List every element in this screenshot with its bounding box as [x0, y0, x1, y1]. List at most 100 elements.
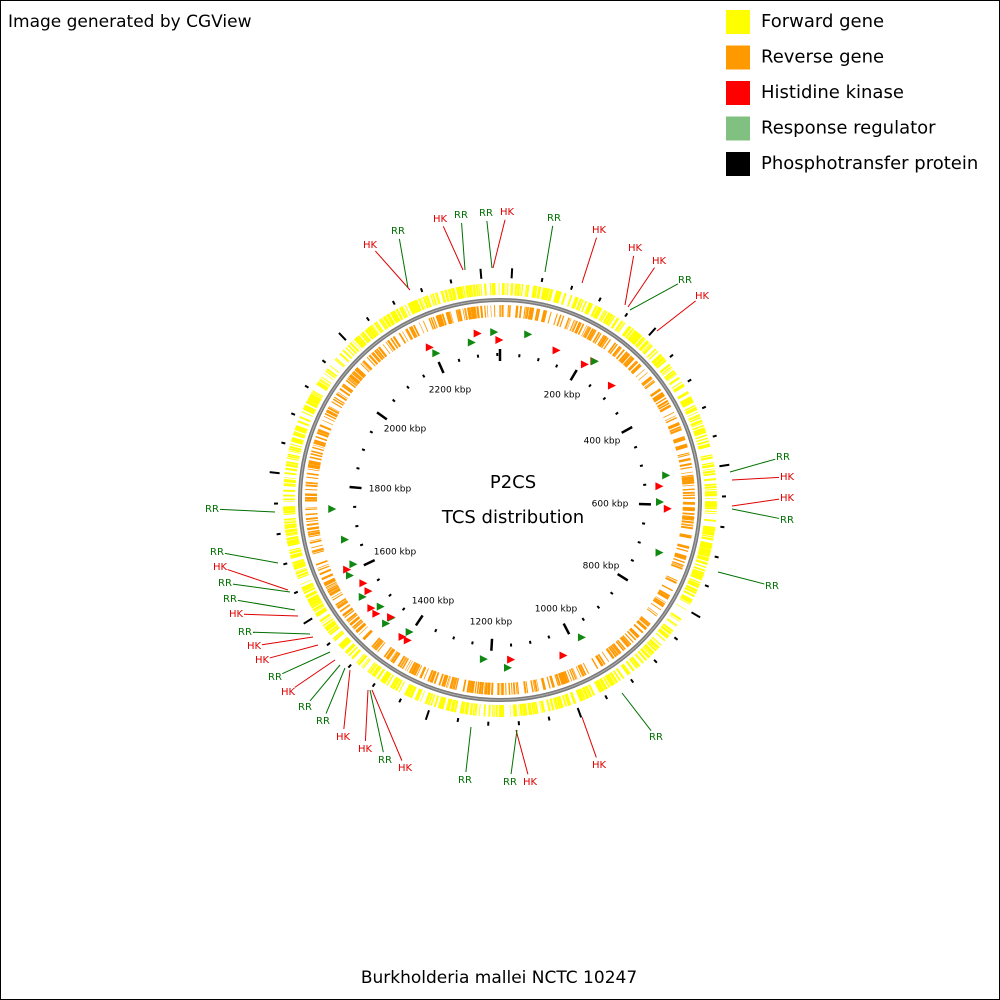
forward-gene: [286, 457, 299, 461]
forward-gene: [441, 697, 447, 710]
reverse-gene: [571, 320, 578, 333]
forward-gene: [381, 671, 389, 683]
scale-tick: [376, 411, 388, 421]
forward-gene: [674, 385, 685, 393]
forward-gene: [651, 637, 662, 646]
forward-gene: [368, 663, 377, 674]
reverse-gene: [470, 680, 474, 694]
reverse-gene: [633, 623, 644, 633]
label-leader: [510, 729, 518, 775]
reverse-gene: [377, 642, 386, 652]
feature-marker: [577, 633, 586, 642]
forward-gene: [651, 353, 662, 364]
reverse-gene: [658, 402, 670, 410]
forward-gene: [546, 699, 551, 712]
reverse-gene: [347, 378, 358, 387]
forward-gene: [431, 293, 438, 306]
forward-gene: [311, 601, 323, 609]
forward-gene: [351, 649, 361, 659]
forward-gene: [447, 289, 452, 302]
reverse-gene: [449, 311, 453, 324]
forward-gene: [685, 407, 697, 414]
reverse-gene: [681, 518, 695, 521]
forward-gene: [302, 585, 314, 591]
reverse-gene: [331, 591, 343, 599]
reverse-gene: [529, 307, 534, 320]
forward-gene: [284, 524, 297, 529]
reverse-gene: [307, 531, 320, 536]
forward-gene: [571, 296, 578, 309]
forward-gene: [682, 401, 694, 408]
forward-gene: [313, 605, 325, 613]
reverse-gene: [311, 450, 324, 455]
reverse-gene: [680, 466, 693, 470]
forward-gene: [695, 435, 708, 440]
forward-gene: [666, 618, 678, 627]
label-leader: [621, 692, 652, 731]
legend-swatch: [726, 45, 750, 70]
forward-gene: [587, 303, 594, 315]
reverse-gene: [671, 562, 684, 568]
reverse-gene: [327, 407, 339, 415]
reverse-gene: [433, 672, 440, 684]
forward-gene: [451, 699, 456, 712]
reverse-gene: [682, 506, 695, 510]
reverse-gene: [681, 520, 694, 523]
reverse-gene: [653, 598, 665, 607]
reverse-gene: [564, 670, 570, 683]
reverse-gene: [392, 336, 401, 348]
scale-tick: [569, 369, 578, 381]
reverse-gene: [408, 661, 416, 673]
forward-gene: [464, 702, 469, 715]
reverse-gene: [450, 311, 454, 324]
scale-tick: [528, 640, 532, 645]
forward-gene: [466, 702, 470, 715]
forward-gene: [626, 328, 634, 339]
reverse-gene: [471, 306, 475, 319]
forward-gene: [286, 461, 299, 465]
feature-marker: [663, 504, 672, 513]
reverse-gene: [678, 458, 691, 463]
forward-gene: [546, 699, 550, 712]
feature-marker: [495, 336, 504, 345]
forward-gene: [702, 464, 715, 469]
forward-gene: [623, 326, 632, 338]
reverse-gene: [376, 348, 385, 359]
reverse-gene: [308, 534, 321, 538]
forward-gene: [703, 526, 716, 531]
reverse-gene: [362, 360, 373, 371]
forward-gene: [691, 422, 703, 428]
feature-label: HK: [255, 655, 270, 666]
reverse-gene: [682, 508, 695, 512]
reverse-gene: [491, 682, 493, 695]
reverse-gene: [312, 446, 324, 452]
forward-gene: [301, 583, 314, 591]
forward-gene: [693, 427, 705, 433]
reverse-gene: [636, 621, 646, 631]
reverse-gene: [315, 435, 328, 441]
forward-gene: [598, 309, 605, 321]
phosphotransfer-mark: [510, 268, 514, 279]
phosphotransfer-mark: [424, 710, 430, 721]
reverse-gene: [305, 518, 318, 521]
reverse-gene: [413, 664, 421, 676]
reverse-gene: [422, 320, 429, 332]
forward-gene: [638, 340, 649, 351]
reverse-gene: [375, 640, 384, 651]
reverse-gene: [336, 599, 347, 607]
feature-label: RR: [391, 226, 405, 237]
reverse-gene: [470, 307, 474, 320]
reverse-gene: [308, 460, 321, 465]
scale-tick: [536, 357, 540, 362]
forward-gene: [603, 676, 611, 688]
forward-gene: [604, 313, 613, 325]
reverse-gene: [476, 681, 480, 694]
forward-gene: [614, 320, 624, 332]
feature-label: RR: [547, 213, 561, 224]
forward-gene: [325, 370, 336, 379]
forward-gene: [646, 641, 657, 652]
reverse-gene: [655, 596, 666, 603]
forward-gene: [599, 678, 606, 690]
reverse-gene: [398, 656, 406, 667]
